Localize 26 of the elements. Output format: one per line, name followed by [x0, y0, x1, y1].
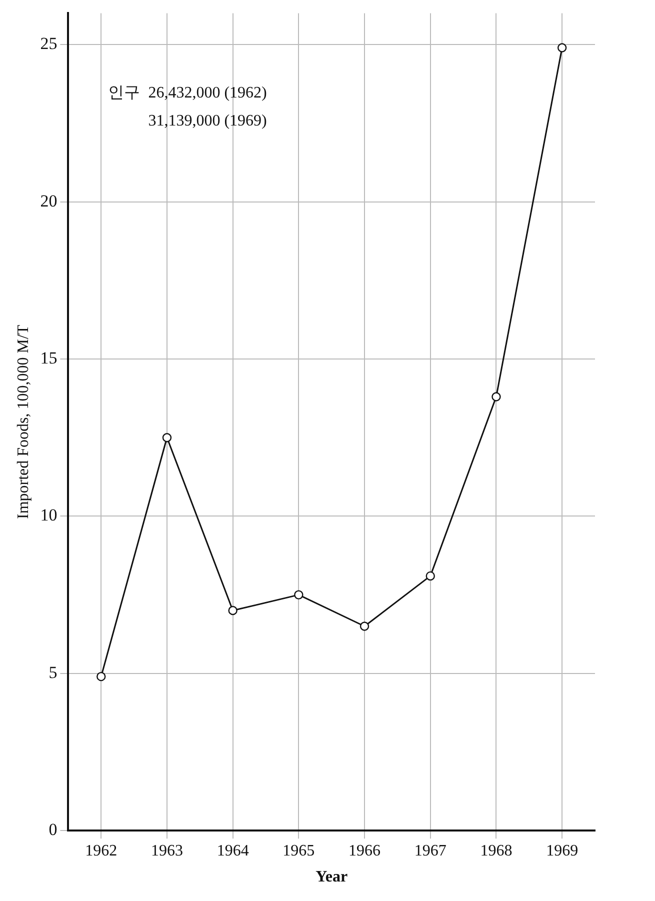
y-tick-label: 15 — [40, 348, 58, 368]
y-tick-label: 0 — [48, 820, 58, 840]
y-tick-label: 20 — [40, 191, 58, 210]
x-axis-title: Year — [316, 868, 348, 886]
y-tick-label: 5 — [48, 662, 58, 682]
y-tick-label: 10 — [40, 506, 58, 525]
x-tick-label: 1967 — [414, 842, 446, 860]
annotation: 인구 26,432,000 (1962) — [108, 84, 267, 102]
point — [228, 606, 238, 616]
x-tick-label: 1962 — [85, 842, 118, 860]
point — [492, 392, 501, 402]
point — [426, 571, 435, 581]
x-tick-label: 1966 — [348, 842, 381, 860]
x-tick-label: 1968 — [480, 842, 512, 860]
y-axis-title: Imported Foods, 100,000 M/T — [14, 324, 32, 520]
point — [360, 622, 370, 631]
x-tick-label: 1969 — [546, 842, 578, 860]
y-tick-label: 25 — [40, 34, 58, 54]
point — [96, 672, 106, 682]
point — [294, 590, 304, 600]
point — [557, 43, 567, 52]
x-tick-label: 1963 — [150, 842, 183, 860]
annotation: 31,139,000 (1969) — [148, 112, 267, 130]
x-tick-label: 1964 — [216, 842, 249, 860]
x-tick-label: 1965 — [282, 842, 315, 860]
point — [162, 433, 172, 442]
